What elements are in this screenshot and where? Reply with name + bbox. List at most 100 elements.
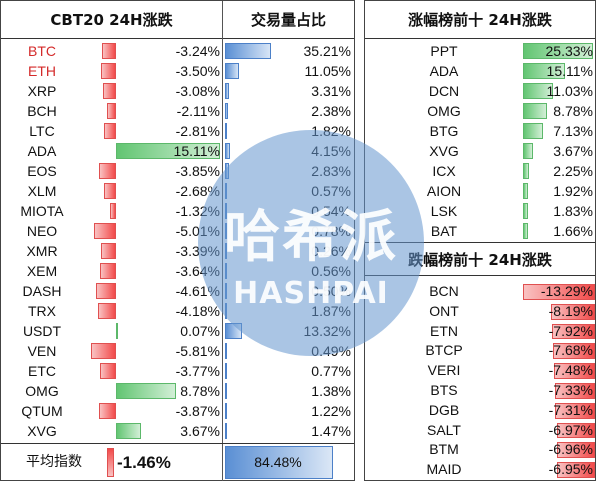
change-value: -3.08%	[175, 83, 220, 99]
change-value: 1.66%	[553, 223, 593, 239]
change-value: -7.68%	[548, 342, 593, 359]
table-row: XVG 3.67% 1.47%	[1, 421, 354, 441]
average-row: 平均指数 -1.46% 84.48%	[1, 443, 354, 481]
change-value: 25.33%	[545, 43, 593, 59]
coin-name: AION	[426, 183, 462, 199]
change-bar	[97, 303, 116, 319]
change-value: 2.25%	[553, 163, 593, 179]
cbt20-table: CBT20 24H涨跌 交易量占比 BTC -3.24% 35.21% ETH -3.5…	[0, 0, 355, 481]
volume-value: 1.87%	[311, 303, 351, 319]
coin-name: LTC	[29, 123, 55, 139]
volume-value: 0.57%	[311, 183, 351, 199]
volume-bar	[225, 423, 227, 439]
change-value: -3.85%	[175, 163, 220, 179]
table-row: BCH -2.11% 2.38%	[1, 101, 354, 121]
table-row: BTCP -7.68%	[365, 341, 595, 361]
change-bar	[99, 363, 116, 379]
coin-name: BCH	[27, 103, 57, 119]
change-bar	[100, 263, 116, 279]
change-bar	[523, 123, 543, 139]
volume-value: 4.15%	[311, 143, 351, 159]
change-bar	[523, 83, 554, 99]
table-row: XEM -3.64% 0.56%	[1, 261, 354, 281]
coin-name: ADA	[429, 63, 459, 79]
table-row: TRX -4.18% 1.87%	[1, 301, 354, 321]
table-row: AION 1.92%	[365, 181, 595, 201]
change-column-header: CBT20 24H涨跌	[1, 1, 222, 39]
coin-name: LSK	[430, 203, 458, 219]
volume-value: 0.49%	[311, 343, 351, 359]
average-volume-value: 84.48%	[254, 454, 302, 470]
table-row: ICX 2.25%	[365, 161, 595, 181]
change-bar	[523, 223, 528, 239]
coin-name: ETC	[28, 363, 56, 379]
coin-name: PPT	[430, 43, 458, 59]
volume-column-header: 交易量占比	[223, 1, 354, 39]
volume-bar	[225, 363, 227, 379]
volume-bar	[225, 63, 240, 79]
table-row: ETH -3.50% 11.05%	[1, 61, 354, 81]
coin-name: BCN	[429, 283, 459, 299]
table-row: EOS -3.85% 2.83%	[1, 161, 354, 181]
change-bar	[116, 323, 118, 339]
table-row: OMG 8.78% 1.38%	[1, 381, 354, 401]
average-label: 平均指数	[26, 454, 82, 470]
coin-name: ADA	[27, 143, 57, 159]
volume-value: 0.26%	[311, 243, 351, 259]
change-bar	[523, 163, 530, 179]
change-value: -7.31%	[548, 401, 593, 418]
change-bar	[116, 383, 177, 399]
change-value: 8.78%	[180, 383, 220, 399]
table-row: BCN -13.29%	[365, 282, 595, 302]
change-bar	[523, 284, 595, 300]
change-bar	[94, 223, 116, 239]
table-row: BTC -3.24% 35.21%	[1, 41, 354, 61]
change-bar	[116, 423, 142, 439]
table-row: VEN -5.81% 0.49%	[1, 341, 354, 361]
change-value: 3.67%	[180, 423, 220, 439]
table-row: XMR -3.39% 0.26%	[1, 241, 354, 261]
average-volume-bar	[225, 446, 333, 479]
change-bar	[553, 343, 595, 360]
table-row: OMG 8.78%	[365, 101, 595, 121]
coin-name: XLM	[27, 183, 57, 199]
change-bar	[104, 183, 116, 199]
change-value: 11.03%	[546, 83, 593, 99]
table-row: BTG 7.13%	[365, 121, 595, 141]
change-bar	[523, 103, 548, 119]
table-row: ETC -3.77% 0.77%	[1, 361, 354, 381]
volume-bar	[225, 83, 230, 99]
volume-value: 0.54%	[311, 203, 351, 219]
change-value: -2.68%	[175, 183, 220, 199]
table-row: XLM -2.68% 0.57%	[1, 181, 354, 201]
change-bar	[550, 303, 595, 320]
volume-bar	[225, 403, 227, 419]
change-value: -3.77%	[175, 363, 220, 379]
volume-value: 3.31%	[311, 83, 351, 99]
table-row: ONT -8.19%	[365, 302, 595, 322]
change-bar	[103, 123, 116, 139]
table-row: LTC -2.81% 1.82%	[1, 121, 354, 141]
change-value: -5.81%	[175, 343, 220, 359]
table-row: USDT 0.07% 13.32%	[1, 321, 354, 341]
change-value: 8.78%	[553, 103, 593, 119]
coin-name: BTCP	[425, 342, 463, 359]
change-bar	[555, 402, 595, 419]
coin-name: VEN	[27, 343, 57, 359]
change-value: 7.13%	[553, 123, 593, 139]
change-value: -6.97%	[548, 421, 593, 438]
change-bar	[557, 462, 595, 478]
coin-name: VERI	[427, 362, 461, 379]
table-row: BAT 1.66%	[365, 221, 595, 241]
change-value: -3.64%	[175, 263, 220, 279]
change-value: -6.96%	[548, 441, 593, 458]
table-row: DGB -7.31%	[365, 401, 595, 421]
coin-name: OMG	[25, 383, 59, 399]
change-bar	[101, 243, 116, 259]
coin-name: DGB	[428, 401, 460, 418]
change-value: -5.01%	[175, 223, 220, 239]
volume-value: 11.05%	[304, 63, 351, 79]
coin-name: SALT	[427, 421, 461, 438]
change-value: -7.92%	[548, 322, 593, 339]
coin-name: ETN	[430, 322, 458, 339]
